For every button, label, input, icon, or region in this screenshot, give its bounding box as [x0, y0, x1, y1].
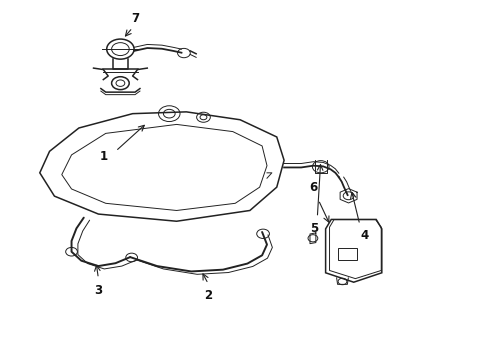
- Text: 7: 7: [131, 12, 139, 25]
- Text: 5: 5: [310, 222, 318, 235]
- Text: 4: 4: [361, 229, 369, 243]
- Text: 6: 6: [309, 181, 318, 194]
- Text: 2: 2: [204, 289, 213, 302]
- Text: 3: 3: [95, 284, 102, 297]
- Text: 1: 1: [99, 150, 107, 163]
